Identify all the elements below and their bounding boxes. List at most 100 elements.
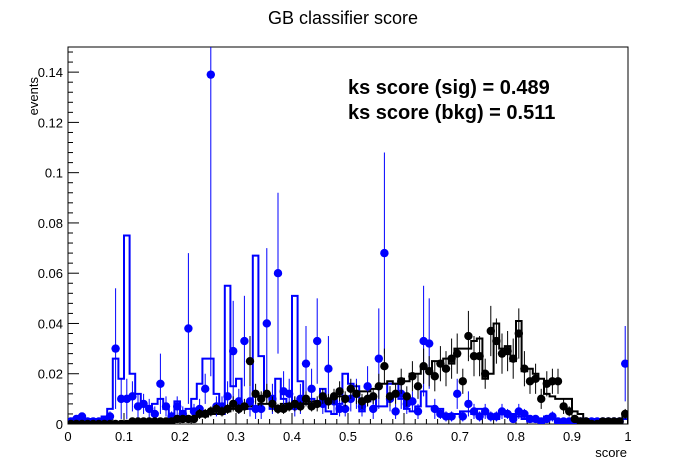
ks-score-signal-label: ks score (sig) = 0.489 — [348, 77, 550, 99]
background-data-point — [481, 369, 490, 378]
x-axis-label: score — [595, 445, 627, 460]
signal-data-point — [458, 412, 467, 421]
signal-data-point — [408, 397, 417, 406]
x-tick-label: 1 — [624, 429, 631, 444]
y-tick-label: 0.14 — [38, 65, 63, 80]
signal-data-point — [245, 397, 255, 406]
background-data-point — [268, 399, 277, 409]
signal-data-point — [453, 389, 462, 399]
x-tick-label: 0.5 — [339, 429, 357, 444]
background-data-point — [240, 402, 249, 411]
signal-data-point — [313, 336, 322, 346]
background-data-point — [475, 351, 484, 361]
background-data-point — [520, 364, 529, 373]
background-data-point — [341, 394, 350, 404]
background-data-point — [313, 399, 322, 409]
background-data-point — [257, 394, 266, 404]
signal-data-point — [201, 384, 210, 394]
background-data-point — [615, 417, 624, 424]
signal-data-point — [145, 404, 154, 414]
signal-data-point — [447, 412, 456, 421]
signal-data-point — [413, 407, 423, 416]
x-tick-label: 0.9 — [563, 429, 581, 444]
background-data-point — [223, 404, 232, 414]
signal-data-point — [324, 364, 333, 373]
signal-data-point — [240, 336, 249, 346]
signal-data-point — [150, 409, 159, 419]
background-data-point — [408, 372, 417, 381]
signal-data-point — [139, 399, 148, 409]
background-data-point — [189, 414, 199, 424]
signal-data-point — [111, 344, 120, 353]
y-tick-label: 0.04 — [38, 316, 63, 331]
x-tick-label: 0.7 — [451, 429, 469, 444]
signal-data-point — [156, 379, 165, 388]
background-data-point — [262, 389, 271, 399]
signal-data-point — [341, 404, 350, 414]
signal-data-point — [229, 346, 238, 356]
signal-data-point — [307, 384, 316, 394]
background-data-point — [245, 356, 255, 366]
background-data-point — [559, 402, 568, 411]
signal-data-point — [257, 404, 266, 414]
background-data-point — [324, 397, 333, 406]
background-data-point — [374, 382, 383, 391]
background-data-point — [369, 392, 378, 401]
signal-data-point — [184, 324, 193, 333]
background-data-point — [318, 392, 327, 401]
x-tick-label: 0.8 — [507, 429, 525, 444]
background-data-point — [531, 374, 540, 383]
background-data-point — [436, 359, 445, 368]
signal-data-point — [475, 412, 484, 421]
background-data-point — [537, 394, 546, 404]
signal-data-point — [503, 409, 512, 419]
signal-data-point — [363, 382, 372, 391]
background-data-point — [397, 377, 406, 386]
background-data-point — [503, 346, 512, 356]
background-data-point — [514, 329, 523, 338]
y-axis-label: events — [26, 77, 41, 116]
y-tick-label: 0.08 — [38, 216, 63, 231]
y-tick-label: 0.02 — [38, 367, 63, 382]
y-tick-label: 0.06 — [38, 266, 63, 281]
background-data-point — [453, 349, 462, 358]
signal-data-point — [128, 392, 137, 401]
signal-data-point — [369, 404, 378, 414]
y-tick-label: 0 — [56, 417, 63, 432]
plot-clipped-layer — [68, 47, 628, 424]
signal-data-point — [285, 389, 294, 399]
background-data-point — [352, 389, 361, 399]
background-data-point — [447, 354, 456, 363]
chart-title: GB classifier score — [268, 8, 418, 28]
background-data-point — [553, 377, 563, 386]
background-data-point — [565, 407, 574, 416]
x-tick-label: 0.1 — [115, 429, 133, 444]
signal-data-point — [161, 402, 171, 411]
signal-data-point — [430, 404, 439, 414]
signal-data-point — [374, 354, 383, 363]
signal-data-point — [509, 414, 518, 424]
background-data-point — [329, 392, 339, 401]
background-data-point — [492, 336, 501, 346]
background-data-point — [509, 354, 518, 363]
background-data-point — [335, 387, 344, 396]
signal-data-point — [469, 407, 479, 416]
background-data-point — [251, 389, 260, 399]
background-data-point — [441, 364, 451, 373]
ks-score-background-label: ks score (bkg) = 0.511 — [348, 102, 555, 124]
signal-data-point — [520, 409, 529, 419]
background-data-point — [402, 392, 411, 401]
signal-data-point — [380, 248, 389, 258]
background-data-point — [391, 389, 400, 399]
signal-data-point — [77, 412, 87, 421]
signal-data-point — [391, 407, 400, 416]
y-tick-label: 0.12 — [38, 115, 63, 130]
signal-data-point — [223, 392, 232, 401]
signal-data-point — [273, 269, 283, 278]
x-tick-label: 0 — [64, 429, 71, 444]
background-data-point — [425, 367, 434, 376]
background-data-point — [464, 331, 473, 341]
background-data-point — [380, 361, 389, 371]
signal-data-point — [425, 339, 434, 348]
